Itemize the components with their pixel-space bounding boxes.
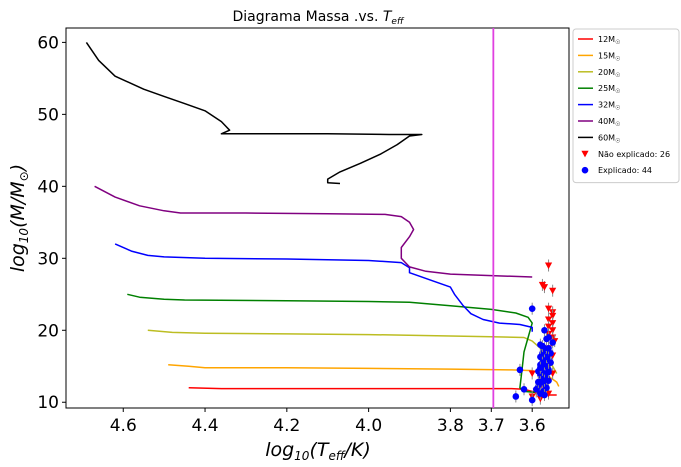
chart-title: Diagrama Massa .vs. Teff xyxy=(233,9,405,27)
y-tick-label: 40 xyxy=(37,177,59,197)
legend-label: 40M☉ xyxy=(598,117,620,128)
explained-point xyxy=(528,396,536,404)
unexplained-point xyxy=(538,281,547,289)
unexplained-point xyxy=(549,320,557,327)
y-tick-label: 60 xyxy=(37,33,59,53)
x-tick-label: 4.0 xyxy=(355,416,382,436)
legend-marker xyxy=(581,166,589,174)
x-tick-label: 3.6 xyxy=(519,416,546,436)
unexplained-point xyxy=(544,316,553,324)
legend-label: 20M☉ xyxy=(598,68,620,79)
explained-point xyxy=(528,305,536,312)
legend-label: 12M☉ xyxy=(598,35,620,46)
unexplained-point xyxy=(549,312,557,320)
unexplained-point xyxy=(528,370,536,378)
explained-point xyxy=(541,326,548,334)
legend-label: 60M☉ xyxy=(598,133,620,144)
explained-point xyxy=(520,385,528,393)
explained-point xyxy=(549,339,556,346)
y-tick-label: 30 xyxy=(37,249,59,269)
explained-point xyxy=(512,393,520,400)
y-tick-label: 10 xyxy=(37,393,59,413)
explained-point xyxy=(543,335,550,343)
unexplained-point xyxy=(544,262,553,270)
x-tick-label: 3.8 xyxy=(437,416,464,436)
y-tick-label: 50 xyxy=(37,105,59,125)
x-tick-label: 3.7 xyxy=(478,416,505,436)
unexplained-point xyxy=(549,327,557,334)
x-axis-label: log10(Teff/K) xyxy=(265,439,371,463)
legend-marker xyxy=(581,150,589,158)
unexplained-point xyxy=(544,305,553,313)
legend-box xyxy=(572,28,680,184)
x-tick-label: 4.4 xyxy=(192,416,219,436)
legend-label: 25M☉ xyxy=(598,84,620,95)
explained-point xyxy=(545,368,552,376)
explained-point xyxy=(537,364,544,371)
unexplained-point xyxy=(544,323,553,331)
explained-point xyxy=(539,342,546,350)
series-line-40m xyxy=(94,185,533,278)
legend-label: Explicado: 44 xyxy=(598,166,652,175)
series-line-25m xyxy=(127,293,541,394)
legend-label: Não explicado: 26 xyxy=(598,150,670,159)
explained-point xyxy=(516,366,524,374)
unexplained-point xyxy=(549,287,557,295)
legend-label: 32M☉ xyxy=(598,101,620,112)
x-tick-label: 4.6 xyxy=(110,416,137,436)
series-line-60m xyxy=(85,41,423,185)
explained-point xyxy=(545,344,552,352)
x-tick-label: 4.2 xyxy=(273,416,300,436)
explained-point xyxy=(541,391,548,399)
legend-label: 15M☉ xyxy=(598,51,620,62)
y-tick-label: 20 xyxy=(37,321,59,341)
explained-point xyxy=(535,378,542,386)
explained-point xyxy=(541,377,548,384)
series-line-15m xyxy=(168,364,560,387)
y-axis-label: log10(M/M⊙) xyxy=(7,164,31,272)
